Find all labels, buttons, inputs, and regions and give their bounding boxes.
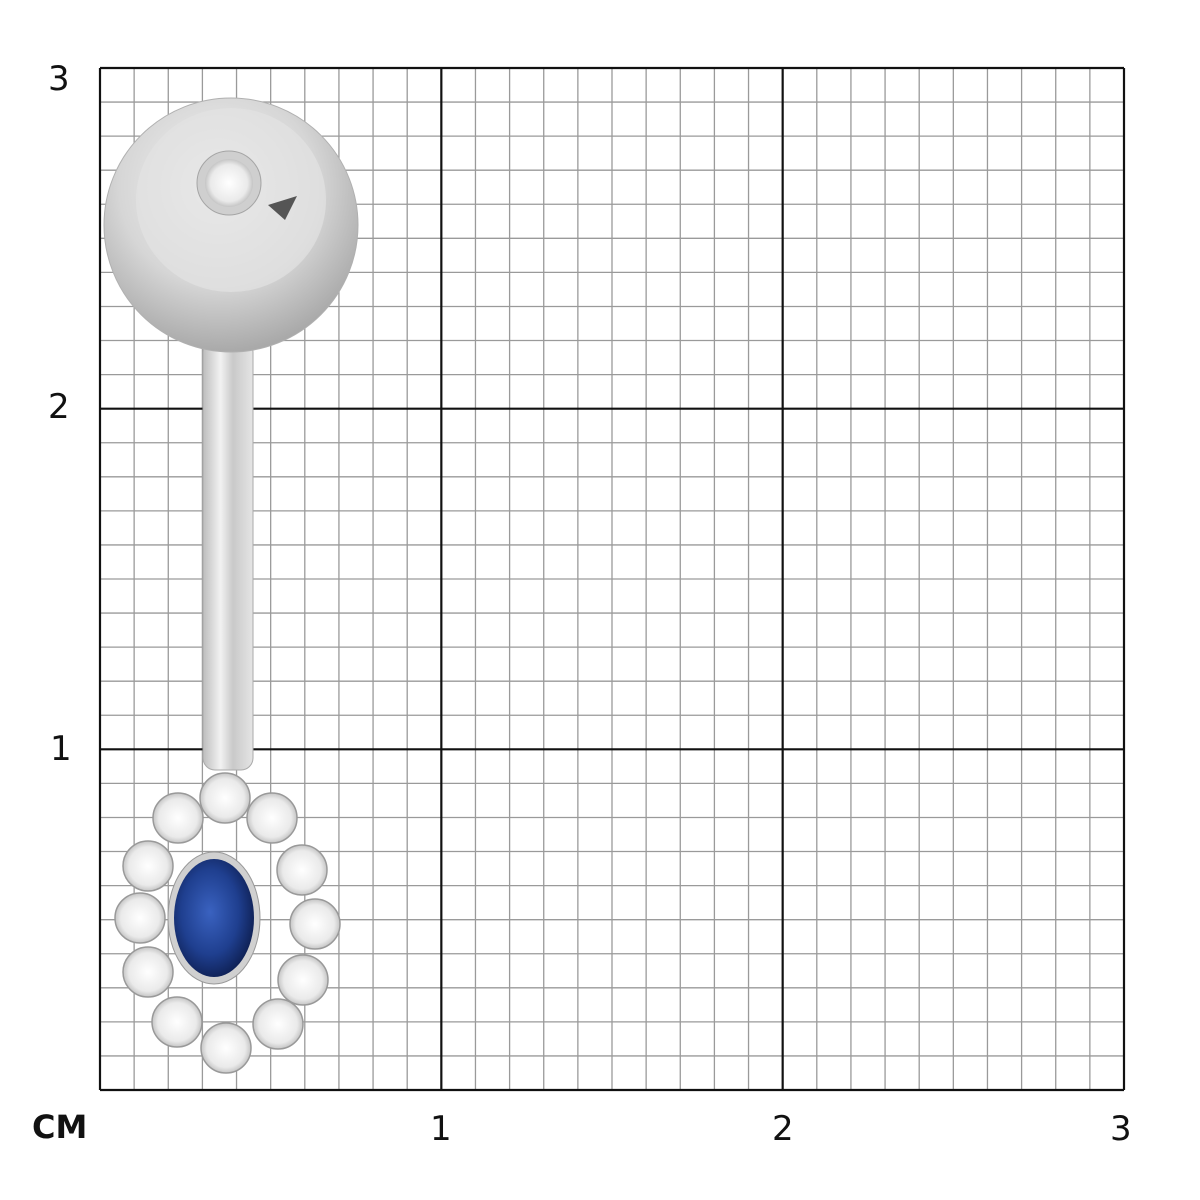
bar-stem bbox=[202, 339, 254, 771]
diamond-stone bbox=[289, 898, 341, 950]
diamond-halo-icon bbox=[114, 772, 341, 1074]
x-tick-1: 1 bbox=[430, 1109, 452, 1149]
diamond-stone bbox=[252, 998, 304, 1050]
y-tick-1: 1 bbox=[50, 729, 72, 769]
diamond-stone bbox=[277, 954, 329, 1006]
diamond-stone bbox=[276, 844, 328, 896]
sapphire-icon bbox=[167, 851, 261, 985]
x-tick-2: 2 bbox=[772, 1109, 794, 1149]
diamond-stone bbox=[200, 1022, 252, 1074]
y-tick-3: 3 bbox=[48, 59, 70, 99]
diamond-stone bbox=[114, 892, 166, 944]
x-tick-3: 3 bbox=[1110, 1109, 1132, 1149]
ball-top-icon bbox=[103, 97, 359, 353]
diamond-stone bbox=[246, 792, 298, 844]
diamond-stone bbox=[122, 946, 174, 998]
diamond-stone bbox=[152, 792, 204, 844]
diamond-stone bbox=[122, 840, 174, 892]
diamond-stone bbox=[151, 996, 203, 1048]
unit-label: CM bbox=[32, 1108, 88, 1146]
y-tick-2: 2 bbox=[48, 387, 70, 427]
diamond-stone bbox=[199, 772, 251, 824]
